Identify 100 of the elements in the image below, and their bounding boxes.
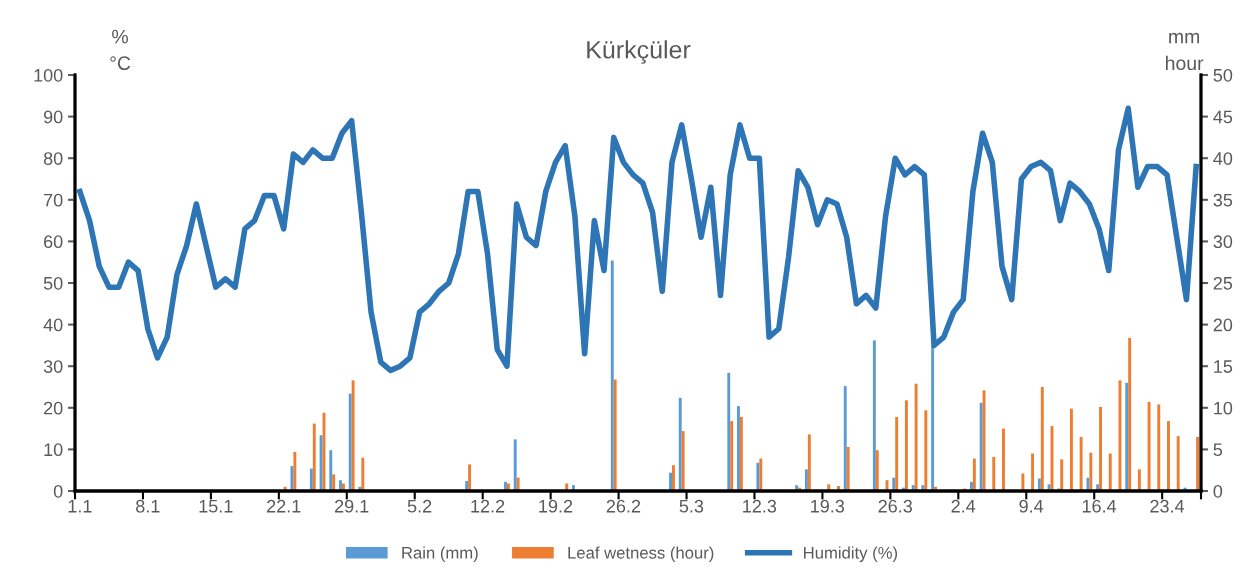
chart-title: Kürkçüler — [587, 40, 691, 64]
bar — [730, 421, 734, 491]
y2-tick-label: 40 — [1213, 152, 1233, 165]
bar — [351, 380, 355, 491]
bar — [1047, 484, 1051, 491]
x-tick-label: 19.2 — [539, 499, 573, 513]
bar — [759, 458, 763, 491]
x-tick-label: 8.1 — [136, 499, 160, 513]
bar — [804, 469, 808, 491]
x-tick-label: 26.2 — [606, 499, 641, 513]
bar — [846, 446, 850, 491]
y2-tick-label: 45 — [1213, 110, 1233, 124]
x-tick-label: 2.4 — [951, 499, 976, 513]
x-tick-label: 16.4 — [1082, 499, 1117, 513]
y-tick-label: 20 — [44, 401, 63, 415]
bar — [1037, 478, 1041, 491]
bar — [904, 400, 908, 491]
bar — [1128, 337, 1132, 491]
x-tick-label: 5.2 — [407, 499, 432, 513]
y2-tick-label: 50 — [1213, 68, 1233, 82]
y-tick-label: 100 — [34, 68, 63, 82]
bar — [290, 466, 294, 491]
y2-tick-label: 15 — [1214, 360, 1233, 373]
bar — [669, 472, 672, 491]
bar — [468, 464, 472, 491]
bar — [465, 481, 469, 491]
y-tick-label: 70 — [44, 193, 63, 207]
bar — [872, 340, 876, 491]
bar — [982, 390, 986, 491]
bar — [332, 474, 336, 491]
bar — [610, 260, 614, 491]
bar — [1060, 459, 1064, 491]
bar — [924, 410, 928, 491]
y2-tick-label: 20 — [1213, 318, 1233, 332]
x-tick-label: 19.3 — [811, 499, 845, 513]
bar — [319, 435, 323, 491]
x-tick-label: 12.3 — [743, 499, 777, 513]
bar — [914, 383, 918, 491]
y2-tick-label: 0 — [1213, 484, 1223, 498]
bar — [1125, 382, 1129, 491]
bar — [1118, 380, 1122, 491]
bar — [293, 451, 297, 491]
y-tick-label: 80 — [43, 152, 63, 165]
y-tick-label: 50 — [43, 276, 63, 290]
bar — [312, 423, 316, 491]
bar — [516, 477, 520, 491]
bar — [513, 439, 517, 491]
bar — [361, 457, 365, 491]
bar — [1096, 484, 1100, 491]
y2-tick-label: 5 — [1213, 443, 1223, 457]
bar — [1157, 404, 1161, 491]
bar — [1031, 453, 1035, 491]
bar — [737, 406, 740, 491]
x-tick-label: 15.1 — [199, 500, 233, 513]
y-tick-label: 30 — [43, 360, 63, 373]
bar — [727, 372, 731, 491]
bar — [1086, 477, 1090, 491]
bar — [739, 416, 743, 491]
y-axis-title: % °C — [110, 29, 131, 71]
bar — [1108, 453, 1112, 491]
y2-tick-label: 30 — [1213, 235, 1233, 249]
bar — [1099, 406, 1102, 491]
bar — [972, 458, 976, 491]
x-tick-label: 5.3 — [679, 499, 704, 513]
bar — [931, 345, 935, 491]
bar — [1002, 428, 1005, 491]
y2-tick-label: 35 — [1213, 193, 1233, 207]
bar — [1147, 401, 1151, 491]
x-tick-label: 26.3 — [878, 499, 913, 513]
legend-label: Rain (mm) — [402, 546, 478, 562]
bar — [613, 379, 617, 491]
bar — [992, 456, 996, 491]
y-tick-label: 60 — [44, 235, 63, 249]
bar — [1079, 436, 1083, 491]
bar — [843, 386, 847, 491]
y2-axis-title: mm hour — [1166, 32, 1204, 71]
bar — [807, 434, 811, 491]
bar — [1196, 436, 1200, 491]
bar — [1021, 473, 1025, 491]
y-tick-label: 90 — [43, 110, 63, 124]
bar — [979, 402, 983, 491]
bar — [827, 484, 831, 491]
bar — [1167, 421, 1170, 491]
bar — [756, 462, 760, 491]
bar — [892, 477, 896, 491]
bar — [681, 431, 685, 491]
y-tick-label: 40 — [43, 318, 63, 332]
bar — [1040, 387, 1044, 491]
bar — [329, 450, 333, 491]
bar — [875, 450, 879, 491]
bar — [1069, 408, 1073, 491]
y-tick-label: 0 — [53, 484, 63, 498]
x-tick-label: 1.1 — [68, 500, 92, 513]
x-tick-label: 23.4 — [1150, 499, 1185, 513]
bar — [1089, 452, 1093, 491]
legend-label: Leaf wetness (hour) — [568, 546, 714, 562]
x-tick-label: 12.2 — [471, 499, 505, 513]
bar — [895, 416, 899, 491]
y2-tick-label: 25 — [1213, 276, 1233, 290]
y2-tick-label: 10 — [1214, 401, 1233, 415]
